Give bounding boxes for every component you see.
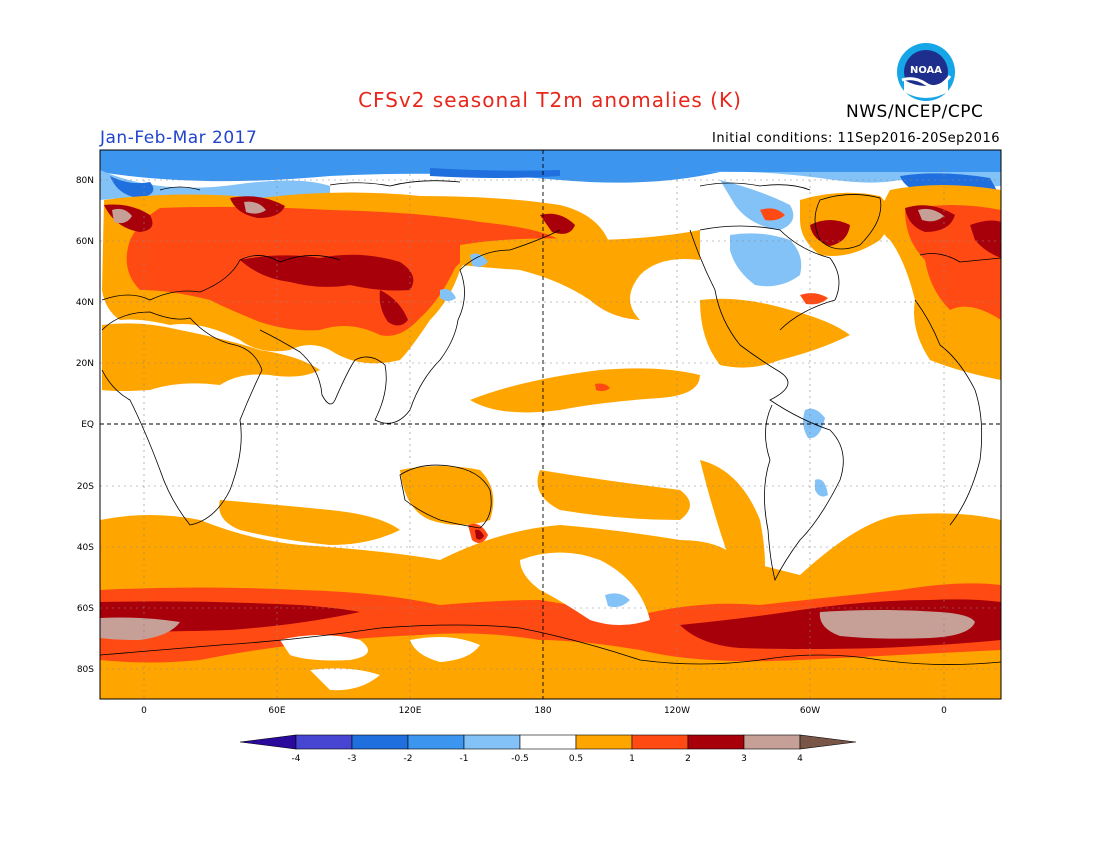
color-bar-segment bbox=[407, 734, 465, 750]
color-bar-labels: -4 -3 -2 -1 -0.5 0.5 1 2 3 4 bbox=[292, 754, 804, 764]
color-bar-segment bbox=[295, 734, 353, 750]
lat-label: 60N bbox=[76, 237, 94, 247]
color-bar-tick-label: 3 bbox=[741, 754, 747, 764]
lat-label: 20S bbox=[77, 482, 94, 492]
lon-label: 180 bbox=[534, 706, 551, 716]
color-bar-arrow-high bbox=[799, 734, 857, 750]
initial-conditions: Initial conditions: 11Sep2016-20Sep2016 bbox=[712, 131, 1000, 146]
lat-label: 60S bbox=[77, 604, 94, 614]
color-bar-tick-label: -4 bbox=[292, 754, 301, 764]
lat-label: 20N bbox=[76, 359, 94, 369]
lon-label: 120W bbox=[664, 706, 690, 716]
lat-label: EQ bbox=[81, 420, 94, 430]
color-bar-segment bbox=[519, 734, 577, 750]
lat-label: 40S bbox=[77, 543, 94, 553]
color-bar-tick-label: -3 bbox=[348, 754, 357, 764]
chart-title: CFSv2 seasonal T2m anomalies (K) bbox=[358, 88, 742, 112]
lat-label: 80S bbox=[77, 665, 94, 675]
map-gridlines bbox=[100, 150, 1001, 699]
lon-label: 60W bbox=[800, 706, 820, 716]
color-bar-segment bbox=[351, 734, 409, 750]
equator-dateline bbox=[100, 150, 1001, 699]
lat-label: 80N bbox=[76, 176, 94, 186]
anomaly-fields bbox=[100, 150, 1001, 699]
color-bar-segment bbox=[463, 734, 521, 750]
color-bar-segment bbox=[631, 734, 689, 750]
noaa-logo: NOAA bbox=[897, 43, 955, 101]
forecast-period: Jan-Feb-Mar 2017 bbox=[100, 128, 258, 148]
color-bar-segment bbox=[687, 734, 745, 750]
map-frame bbox=[99, 149, 1002, 700]
color-bar-tick-label: -0.5 bbox=[511, 754, 529, 764]
lon-label: 120E bbox=[399, 706, 422, 716]
color-bar-segment bbox=[743, 734, 801, 750]
lat-label: 40N bbox=[76, 298, 94, 308]
color-bar-segment bbox=[575, 734, 633, 750]
color-bar-tick-label: 2 bbox=[685, 754, 691, 764]
latitude-labels: 80N 60N 40N 20N EQ 20S 40S 60S 80S bbox=[76, 176, 94, 675]
agency-label: NWS/NCEP/CPC bbox=[846, 102, 984, 122]
svg-text:NOAA: NOAA bbox=[910, 65, 942, 76]
coastlines bbox=[100, 180, 1001, 665]
color-bar-tick-label: 0.5 bbox=[569, 754, 583, 764]
longitude-labels: 0 60E 120E 180 120W 60W 0 bbox=[141, 706, 947, 716]
color-bar-tick-label: -1 bbox=[460, 754, 469, 764]
color-bar-arrow-low bbox=[239, 734, 297, 750]
lon-label: 60E bbox=[268, 706, 285, 716]
lon-label: 0 bbox=[941, 706, 947, 716]
color-bar bbox=[239, 734, 857, 750]
color-bar-tick-label: -2 bbox=[404, 754, 413, 764]
color-bar-tick-label: 1 bbox=[629, 754, 635, 764]
color-bar-tick-label: 4 bbox=[797, 754, 803, 764]
lon-label: 0 bbox=[141, 706, 147, 716]
